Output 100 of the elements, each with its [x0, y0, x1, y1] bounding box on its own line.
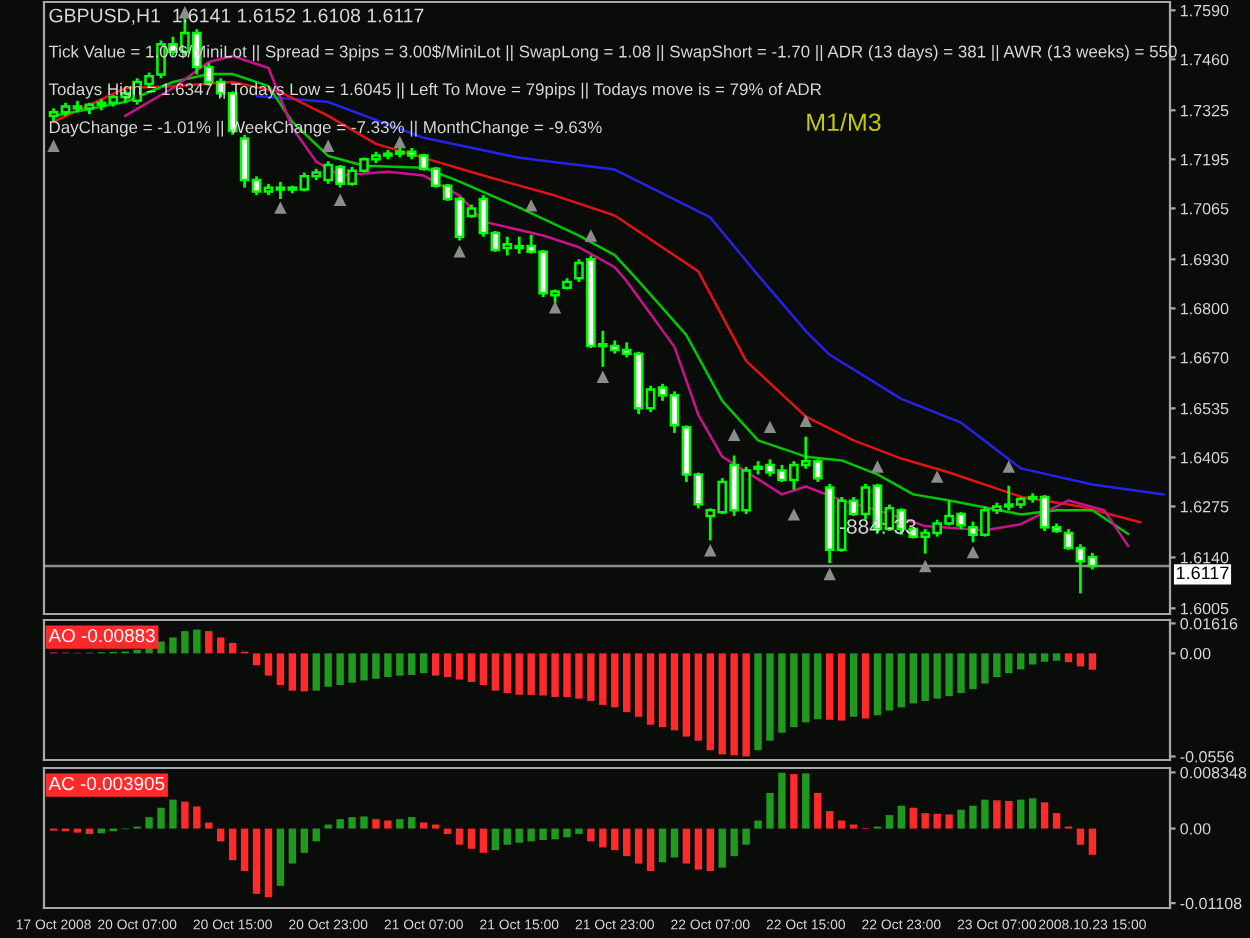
bar	[193, 629, 201, 654]
bar	[372, 819, 380, 829]
bar	[420, 653, 428, 674]
bar	[193, 806, 201, 829]
y-tick-label: 0.008348	[1180, 766, 1247, 779]
bar	[933, 653, 941, 699]
bar	[778, 772, 786, 829]
bar	[252, 828, 261, 894]
bar	[431, 653, 440, 676]
bar	[288, 653, 297, 691]
bar	[646, 653, 655, 725]
bar	[587, 653, 595, 702]
bar	[1017, 799, 1025, 829]
bar	[443, 653, 452, 678]
bar	[575, 828, 583, 834]
chart-title: AO -0.00883	[48, 628, 155, 643]
bar	[1028, 653, 1037, 665]
point	[596, 370, 610, 383]
bar	[861, 653, 870, 719]
bar	[849, 653, 858, 717]
bar	[885, 653, 894, 711]
bar	[1064, 653, 1073, 663]
bar	[909, 807, 917, 829]
bar	[300, 653, 309, 692]
bar	[228, 642, 237, 654]
bar	[264, 653, 273, 676]
bar	[969, 653, 977, 690]
point	[871, 460, 884, 473]
bar	[276, 828, 285, 886]
bar	[682, 828, 691, 864]
bar	[802, 653, 810, 723]
bar	[814, 653, 822, 720]
bar	[169, 637, 177, 654]
point	[704, 544, 717, 557]
point	[548, 301, 562, 314]
bar	[993, 800, 1001, 829]
bar	[825, 811, 834, 829]
bar	[563, 828, 571, 838]
bar	[1076, 653, 1085, 667]
bar	[730, 653, 738, 756]
bar	[623, 828, 631, 857]
bar	[909, 653, 917, 704]
bar	[1040, 653, 1049, 662]
bar	[646, 828, 655, 871]
bar	[802, 773, 810, 829]
y-tick-label: 1.7590	[1180, 4, 1229, 17]
y-tick-label: 0.00	[1180, 823, 1211, 835]
y-tick-label: 1.6140	[1180, 551, 1229, 564]
bar	[181, 631, 189, 654]
bar	[790, 653, 798, 728]
bar	[205, 631, 213, 654]
point	[799, 414, 813, 428]
bar	[217, 637, 225, 654]
bar	[491, 653, 500, 691]
bar	[634, 828, 643, 864]
bar	[515, 828, 523, 843]
point	[823, 567, 836, 581]
bar	[539, 653, 547, 696]
bar	[730, 828, 738, 857]
bar	[360, 816, 368, 829]
bar	[611, 828, 619, 851]
bar	[228, 828, 237, 861]
bar	[408, 817, 416, 829]
bar	[515, 653, 523, 695]
bar	[503, 653, 511, 694]
bar	[563, 653, 571, 698]
bar	[981, 799, 989, 829]
y-tick-label: 0.01616	[1180, 618, 1238, 630]
bar	[479, 653, 488, 686]
bar	[754, 820, 762, 829]
y-tick-label: 1.6275	[1180, 501, 1229, 513]
bar	[885, 815, 894, 829]
bar	[455, 828, 464, 845]
bar	[897, 653, 906, 708]
y-tick-label: 1.6800	[1180, 302, 1229, 315]
bar	[479, 828, 488, 853]
bar	[611, 653, 619, 708]
bar	[420, 822, 428, 829]
chart-title: AC -0.003905	[48, 776, 165, 791]
bar	[921, 813, 929, 829]
bar	[1088, 653, 1097, 670]
y-tick-label: 1.6930	[1180, 253, 1229, 266]
bar	[491, 828, 500, 851]
bar	[551, 828, 559, 840]
bar	[205, 822, 213, 829]
point	[584, 229, 598, 242]
bar	[623, 653, 631, 713]
bar	[467, 828, 476, 849]
bar	[467, 653, 476, 682]
y-tick-label: 1.7195	[1180, 153, 1229, 166]
bar	[993, 653, 1001, 678]
bar	[766, 792, 774, 829]
bar	[1076, 828, 1085, 845]
point	[393, 135, 407, 149]
bar	[837, 653, 846, 721]
bar	[742, 828, 750, 845]
bar	[694, 828, 703, 870]
bar	[658, 828, 667, 863]
y-tick-label: 1.6005	[1180, 602, 1229, 615]
bar	[766, 653, 774, 741]
